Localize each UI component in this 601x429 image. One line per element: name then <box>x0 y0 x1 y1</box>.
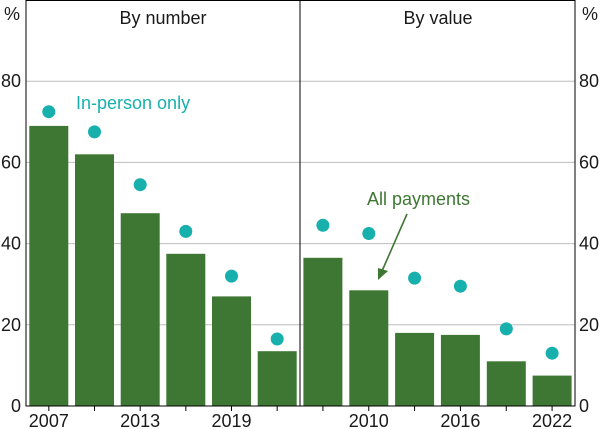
bar-panel2-2007 <box>303 257 343 406</box>
y-tick-right-20: 20 <box>579 315 599 335</box>
bar-panel1-2022 <box>257 351 297 406</box>
x-tick-label-p2-2010: 2010 <box>349 411 389 429</box>
bar-panel2-2013 <box>395 332 435 406</box>
bar-panel2-2022 <box>532 375 572 406</box>
y-unit-left: % <box>4 4 20 24</box>
point-panel1-2019 <box>225 269 238 283</box>
bar-panel2-2019 <box>486 361 526 406</box>
annotation-all-payments: All payments <box>367 189 470 209</box>
bar-panel2-2016 <box>440 334 480 406</box>
y-tick-right-60: 60 <box>579 152 599 172</box>
bars <box>29 125 572 407</box>
panel-title-by-value: By value <box>403 8 472 28</box>
y-tick-left-40: 40 <box>1 234 21 254</box>
y-unit-right: % <box>582 4 598 24</box>
y-tick-left-80: 80 <box>1 71 21 91</box>
x-tick-label-p1-2013: 2013 <box>120 411 160 429</box>
y-tick-left-60: 60 <box>1 152 21 172</box>
bar-panel1-2007 <box>29 125 69 407</box>
point-panel1-2022 <box>270 332 284 346</box>
point-panel2-2007 <box>316 218 330 232</box>
bar-panel1-2010 <box>75 154 114 406</box>
point-panel1-2007 <box>42 105 56 119</box>
x-tick-label-p1-2007: 2007 <box>29 411 69 429</box>
bar-panel1-2013 <box>120 213 160 406</box>
point-panel2-2019 <box>499 322 513 336</box>
bar-panel2-2010 <box>349 290 389 406</box>
y-tick-right-80: 80 <box>579 71 599 91</box>
x-tick-label-p2-2022: 2022 <box>532 411 572 429</box>
x-tick-label-p1-2019: 2019 <box>211 411 251 429</box>
y-tick-right-0: 0 <box>579 396 589 416</box>
points <box>42 105 559 360</box>
x-tick-label-p2-2016: 2016 <box>440 411 480 429</box>
point-panel2-2013 <box>408 271 422 285</box>
annotation-arrow <box>378 213 408 280</box>
labels: 0 0 20 20 40 40 60 60 80 80 2007 2013 2019 2010 2016 20… <box>1 71 599 429</box>
point-panel2-2010 <box>362 227 376 240</box>
panel-title-by-number: By number <box>119 8 206 28</box>
point-panel1-2010 <box>88 125 101 139</box>
point-panel1-2016 <box>179 224 193 238</box>
point-panel2-2016 <box>453 279 467 293</box>
annotation-in-person-only: In-person only <box>76 93 190 113</box>
y-tick-left-20: 20 <box>1 315 21 335</box>
frame <box>25 0 576 411</box>
bar-panel1-2019 <box>212 296 251 406</box>
y-tick-right-40: 40 <box>579 234 599 254</box>
bar-panel1-2016 <box>166 253 206 407</box>
point-panel2-2022 <box>545 346 559 360</box>
y-tick-left-0: 0 <box>11 396 21 416</box>
point-panel1-2013 <box>133 178 147 192</box>
